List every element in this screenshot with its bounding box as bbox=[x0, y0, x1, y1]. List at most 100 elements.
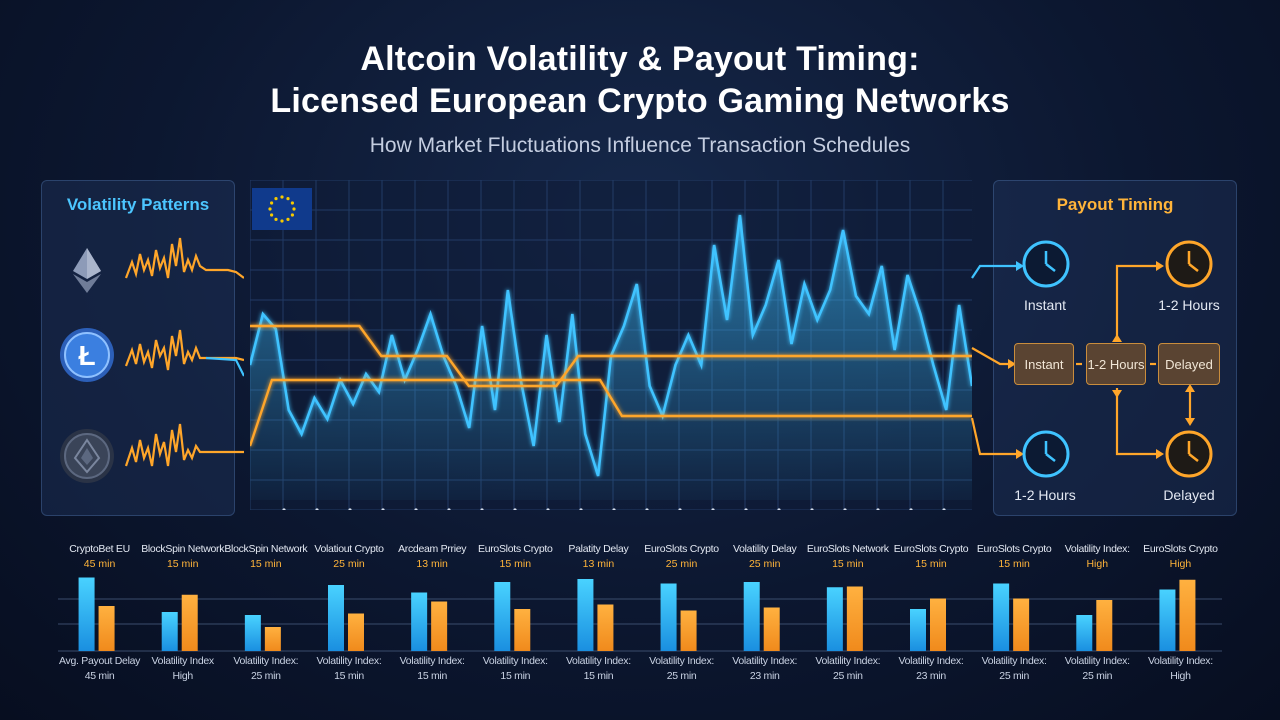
bar-blue bbox=[411, 592, 428, 651]
bar-orange bbox=[930, 598, 946, 651]
altcoin-icon bbox=[59, 428, 115, 484]
bar-orange bbox=[348, 613, 364, 651]
bar-category-value: 25 min bbox=[665, 558, 698, 570]
bar-blue bbox=[1159, 589, 1176, 651]
axis-tick-dot bbox=[843, 508, 847, 510]
bar-bottom-label: Volatility Index: 25 min bbox=[224, 654, 308, 684]
bar-top-label: EuroSlots Crypto 15 min bbox=[473, 542, 557, 572]
bar-metric-value: High bbox=[1170, 670, 1191, 682]
bar-orange bbox=[98, 606, 115, 651]
axis-tick-dot bbox=[381, 508, 385, 510]
bar-metric-label: Volatility Index: bbox=[815, 655, 881, 667]
bar-bottom-label: Volatility Index: 23 min bbox=[723, 654, 807, 684]
bar-top-label: EuroSlots Network 15 min bbox=[806, 542, 890, 572]
axis-tick-dot bbox=[876, 508, 880, 510]
bar-category-value: 15 min bbox=[832, 558, 864, 570]
bar-metric-label: Volatility Index: bbox=[565, 655, 631, 667]
bar-category-value: 13 min bbox=[582, 558, 615, 570]
axis-tick-dot bbox=[711, 508, 715, 510]
bar-bottom-label: Volatility Index: High bbox=[1138, 654, 1222, 684]
bar-metric-value: 25 min bbox=[832, 670, 863, 682]
bar-category-value: High bbox=[1169, 558, 1192, 570]
bar-metric-label: Volatility Index bbox=[151, 655, 215, 667]
stage-box-delayed: Delayed bbox=[1158, 343, 1220, 385]
bar-orange bbox=[763, 607, 780, 651]
clock-icon-hours-bottom bbox=[1020, 428, 1072, 480]
bar-metric-label: Volatility Index: bbox=[482, 655, 548, 667]
bar-blue bbox=[743, 582, 760, 651]
bar-top-label: Arcdeam Prriey 13 min bbox=[390, 542, 474, 572]
bar-category-name: Volatiout Crypto bbox=[314, 543, 384, 555]
bar-top-label: BlockSpin Network 15 min bbox=[224, 542, 308, 572]
bar-metric-label: Volatility Index: bbox=[233, 655, 299, 667]
page-title-line1: Altcoin Volatility & Payout Timing: bbox=[360, 40, 920, 78]
axis-tick-dot bbox=[909, 508, 913, 510]
bar-category-value: 15 min bbox=[250, 558, 282, 570]
clock-label-delayed: Delayed bbox=[1163, 487, 1215, 503]
bar-orange bbox=[846, 586, 863, 651]
bar-top-label: Volatility Index: High bbox=[1055, 542, 1139, 572]
bar-category-name: Arcdeam Prriey bbox=[398, 543, 467, 555]
bar-top-label: EuroSlots Crypto High bbox=[1138, 542, 1222, 572]
payout-delay-bar-chart bbox=[58, 577, 1222, 652]
axis-tick-dot bbox=[645, 508, 649, 510]
bar-metric-label: Avg. Payout Delay bbox=[59, 655, 141, 667]
bar-metric-label: Volatility Index: bbox=[399, 655, 465, 667]
axis-tick-dot bbox=[447, 508, 451, 510]
litecoin-icon: Ł bbox=[59, 327, 115, 383]
bar-top-label: Volatiout Crypto 25 min bbox=[307, 542, 391, 572]
bar-orange bbox=[431, 601, 448, 651]
ethereum-icon bbox=[59, 242, 115, 298]
bar-blue bbox=[78, 577, 95, 651]
bar-orange bbox=[1179, 579, 1196, 651]
svg-text:Ł: Ł bbox=[78, 340, 95, 371]
bar-metric-value: 25 min bbox=[250, 670, 281, 682]
bar-metric-label: Volatility Index: bbox=[1064, 655, 1130, 667]
bar-category-value: 25 min bbox=[333, 558, 365, 570]
bar-metric-label: Volatility Index: bbox=[981, 655, 1047, 667]
bar-top-label: CryptoBet EU 45 min bbox=[58, 542, 142, 572]
bar-orange bbox=[597, 604, 614, 651]
bar-orange bbox=[264, 627, 281, 651]
bar-blue bbox=[1076, 615, 1093, 651]
bar-bottom-label: Avg. Payout Delay 45 min bbox=[58, 654, 142, 684]
bar-category-name: EuroSlots Crypto bbox=[1143, 543, 1218, 555]
axis-tick-dot bbox=[348, 508, 352, 510]
bar-top-label: BlockSpin Network 15 min bbox=[141, 542, 225, 572]
bar-category-name: EuroSlots Crypto bbox=[893, 543, 969, 555]
volatility-patterns-title: Volatility Patterns bbox=[66, 195, 210, 214]
bar-category-value: 15 min bbox=[499, 558, 532, 570]
bar-bottom-label: Volatility Index: 15 min bbox=[556, 654, 640, 684]
bar-category-name: CryptoBet EU bbox=[69, 543, 130, 555]
bar-category-name: Volatility Delay bbox=[732, 543, 797, 555]
payout-flow-connectors bbox=[970, 261, 1195, 459]
axis-tick-dot bbox=[282, 508, 286, 510]
bar-metric-value: 25 min bbox=[1082, 670, 1113, 682]
bar-top-label: EuroSlots Crypto 15 min bbox=[972, 542, 1056, 572]
stage-box-hours: 1-2 Hours bbox=[1086, 343, 1146, 385]
bar-blue bbox=[244, 615, 261, 651]
bar-metric-value: 23 min bbox=[749, 670, 780, 682]
clock-label-hours-bottom: 1-2 Hours bbox=[1014, 487, 1076, 503]
payout-line-upper bbox=[250, 324, 972, 388]
bar-blue bbox=[577, 579, 594, 651]
bar-metric-value: 15 min bbox=[417, 670, 447, 682]
bar-category-value: 45 min bbox=[83, 558, 116, 570]
clock-label-instant: Instant bbox=[1023, 297, 1067, 313]
bar-category-name: BlockSpin Network bbox=[224, 543, 308, 555]
bar-category-name: EuroSlots Crypto bbox=[976, 543, 1052, 555]
bar-top-label: EuroSlots Crypto 15 min bbox=[889, 542, 973, 572]
bar-orange bbox=[181, 594, 198, 651]
bar-top-label: Volatility Delay 25 min bbox=[723, 542, 807, 572]
bar-category-value: 25 min bbox=[748, 558, 781, 570]
axis-tick-dot bbox=[612, 508, 616, 510]
bar-bottom-label: Volatility Index: 15 min bbox=[390, 654, 474, 684]
clock-icon-hours-top bbox=[1163, 238, 1215, 290]
bar-metric-label: Volatility Index: bbox=[898, 655, 964, 667]
bar-top-label: Palatity Delay 13 min bbox=[556, 542, 640, 572]
bar-category-name: EuroSlots Crypto bbox=[644, 543, 719, 555]
axis-tick-dot bbox=[579, 508, 583, 510]
axis-tick-dot bbox=[810, 508, 814, 510]
eu-flag-icon bbox=[252, 188, 312, 230]
bar-category-name: EuroSlots Network bbox=[806, 543, 889, 555]
